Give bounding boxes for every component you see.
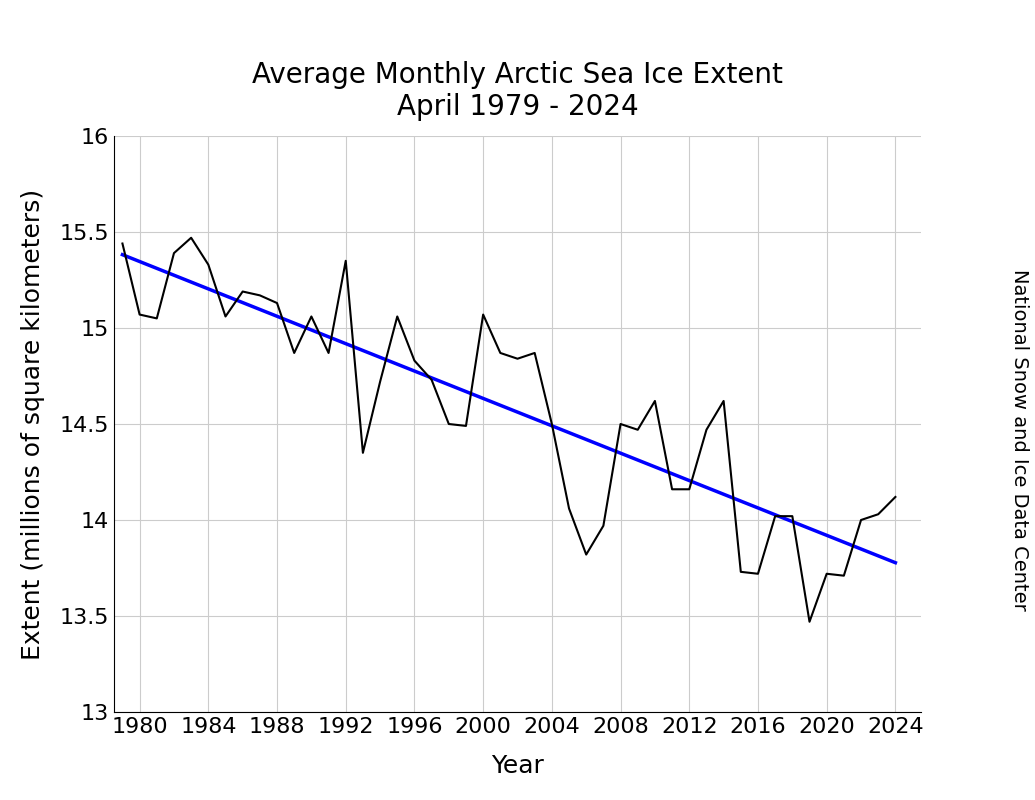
Y-axis label: Extent (millions of square kilometers): Extent (millions of square kilometers) — [22, 189, 46, 659]
Title: Average Monthly Arctic Sea Ice Extent
April 1979 - 2024: Average Monthly Arctic Sea Ice Extent Ap… — [253, 61, 782, 121]
Text: National Snow and Ice Data Center: National Snow and Ice Data Center — [1010, 269, 1029, 611]
X-axis label: Year: Year — [491, 754, 544, 778]
